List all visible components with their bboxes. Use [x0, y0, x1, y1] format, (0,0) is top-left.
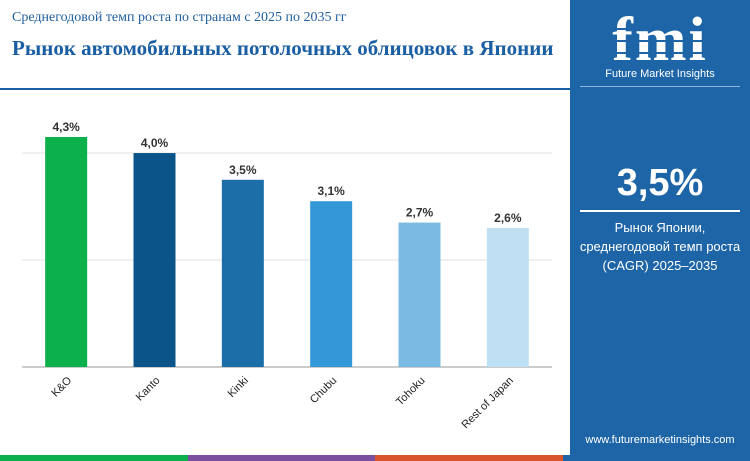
panel-divider [580, 86, 740, 87]
x-tick-label: Rest of Japan [459, 375, 515, 431]
kpi-desc-line-1: Рынок Японии, [614, 220, 706, 235]
bar [486, 227, 529, 367]
bottom-color-strip [0, 455, 750, 461]
strip-segment [375, 455, 563, 461]
strip-segment [562, 455, 750, 461]
bar [45, 137, 88, 367]
bar-value-label: 2,7% [406, 206, 434, 220]
bar-value-label: 2,6% [494, 211, 522, 225]
x-tick-label: K&O [49, 374, 74, 399]
bar [310, 201, 353, 367]
x-tick-label: Kinki [226, 375, 251, 400]
x-tick-label: Chubu [308, 375, 339, 406]
bar-value-label: 3,1% [317, 184, 345, 198]
svg-text:fmi: fmi [612, 10, 708, 66]
x-tick-label: Kanto [134, 375, 163, 404]
bar-chart: 4,3% K&O 4,0% Kanto 3,5% Kinki 3,1% Chubu 2,7% To… [22, 120, 552, 431]
kpi-divider [580, 210, 740, 212]
x-tick-label: Tohoku [394, 375, 428, 409]
chart-subtitle: Среднегодовой темп роста по странам с 20… [12, 10, 347, 25]
fmi-logo: fmi [596, 10, 724, 66]
info-panel [570, 0, 750, 461]
bar [133, 153, 176, 367]
strip-segment [0, 455, 188, 461]
bar-value-label: 4,3% [52, 120, 80, 134]
bar-value-label: 4,0% [141, 136, 169, 150]
bar [398, 222, 441, 367]
website-link[interactable]: www.futuremarketinsights.com [585, 434, 735, 446]
title-divider [0, 88, 570, 90]
brand-name: Future Market Insights [605, 68, 715, 80]
bar [221, 179, 264, 367]
kpi-desc-line-3: (CAGR) 2025–2035 [602, 258, 718, 273]
kpi-description: Рынок Японии, среднегодовой темп роста (… [570, 218, 750, 275]
kpi-value: 3,5% [616, 162, 704, 204]
bar-value-label: 3,5% [229, 163, 257, 177]
strip-segment [187, 455, 375, 461]
chart-title: Рынок автомобильных потолочных облицовок… [12, 36, 554, 60]
kpi-desc-line-2: среднегодовой темп роста [579, 239, 741, 254]
